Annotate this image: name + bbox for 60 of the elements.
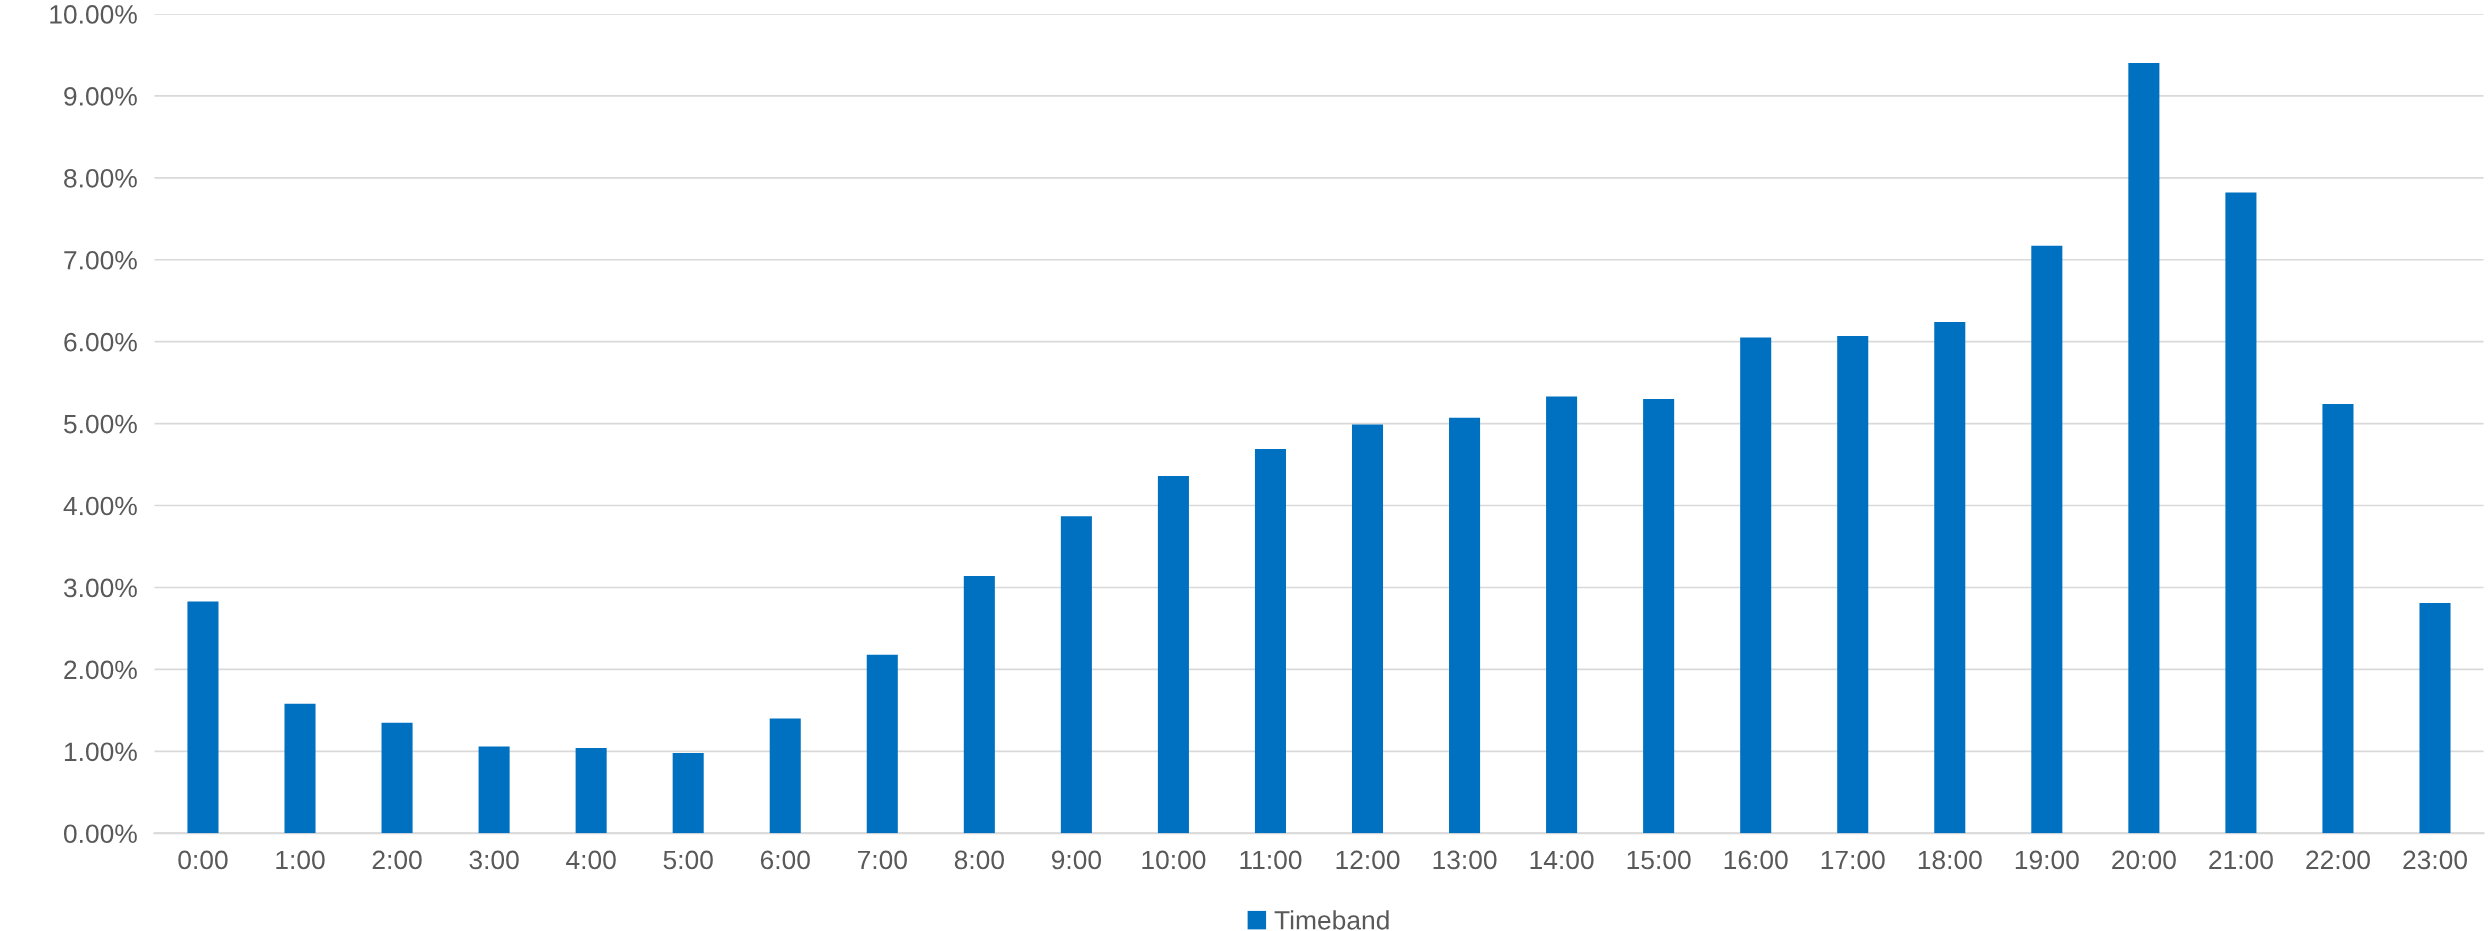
x-tick-label: 21:00 (2209, 850, 2273, 870)
bar (2419, 603, 2451, 834)
y-tick-label: 4.00% (63, 496, 137, 516)
bar (478, 746, 510, 834)
x-tick-label: 9:00 (1051, 850, 1102, 870)
x-tick-label: 15:00 (1627, 850, 1691, 870)
x-tick-label: 1:00 (276, 850, 325, 870)
bar (1740, 337, 1772, 834)
x-tick-label: 17:00 (1821, 850, 1885, 870)
bar (2322, 403, 2354, 834)
x-tick-label: 4:00 (566, 850, 616, 870)
x-tick-label: 6:00 (760, 850, 810, 870)
bar (672, 752, 704, 834)
x-tick-label: 20:00 (2112, 850, 2176, 870)
bar (1934, 322, 1966, 834)
bar (381, 722, 413, 834)
y-tick-label: 2.00% (64, 660, 137, 680)
bar (1351, 424, 1384, 834)
bar (187, 601, 219, 834)
x-tick-label: 3:00 (469, 850, 519, 870)
x-tick-label: 11:00 (1240, 850, 1302, 870)
y-tick-label: 1.00% (64, 742, 137, 762)
y-tick-label: 5.00% (64, 414, 137, 434)
legend-label: Timeband (1274, 910, 1389, 930)
bar (1449, 417, 1481, 834)
x-tick-label: 7:00 (857, 850, 907, 870)
bar (1546, 396, 1578, 834)
x-tick-label: 13:00 (1433, 850, 1497, 870)
bar (2031, 245, 2063, 834)
y-tick-label: 8.00% (64, 168, 137, 188)
y-tick-label: 7.00% (64, 250, 137, 270)
bar (1837, 335, 1869, 834)
x-tick-label: 16:00 (1724, 850, 1788, 870)
bar (575, 748, 607, 834)
bar (2225, 192, 2257, 834)
x-tick-label: 22:00 (2306, 850, 2370, 870)
x-tick-label: 0:00 (178, 850, 228, 870)
x-tick-label: 2:00 (372, 850, 422, 870)
bar (2128, 63, 2160, 834)
y-tick-label: 9.00% (64, 87, 137, 106)
bar (769, 718, 801, 834)
x-tick-label: 14:00 (1530, 850, 1594, 870)
bar (284, 703, 316, 834)
bar (1157, 476, 1189, 834)
bar (1643, 399, 1675, 834)
bar (1060, 516, 1092, 834)
x-tick-label: 19:00 (2015, 850, 2079, 870)
y-tick-label: 3.00% (63, 578, 137, 598)
y-tick-label: 10.00% (50, 5, 137, 24)
x-tick-label: 23:00 (2403, 850, 2467, 870)
x-tick-label: 8:00 (954, 850, 1004, 870)
bar (1254, 449, 1286, 834)
y-tick-label: 6.00% (64, 332, 137, 352)
bar (866, 654, 898, 834)
x-tick-label: 5:00 (663, 850, 713, 870)
x-tick-label: 12:00 (1336, 850, 1400, 870)
bar (963, 575, 995, 834)
x-tick-label: 10:00 (1142, 850, 1206, 870)
x-tick-label: 18:00 (1918, 850, 1982, 870)
y-tick-label: 0.00% (63, 824, 137, 844)
